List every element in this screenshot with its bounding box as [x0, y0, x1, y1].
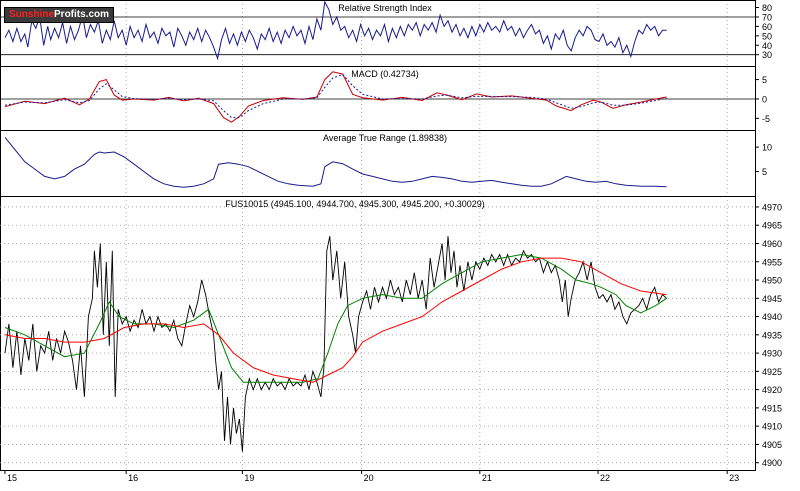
- logo-accent: Sunshine: [9, 9, 55, 20]
- y-tick-label: 4935: [762, 330, 782, 340]
- y-tick-label: -5: [762, 114, 770, 124]
- y-tick-label: 4900: [762, 458, 782, 468]
- x-tick-label: 21: [482, 473, 492, 483]
- y-tick-label: 4945: [762, 294, 782, 304]
- y-tick-label: 4925: [762, 367, 782, 377]
- y-tick-label: 30: [762, 50, 772, 60]
- x-tick-label: 20: [364, 473, 374, 483]
- macd-line: [4, 71, 667, 123]
- sunshine-profits-logo: SunshineProfits.com: [4, 7, 115, 23]
- macd-signal-line: [4, 73, 667, 119]
- logo-suffix: .com: [85, 9, 110, 20]
- y-tick-label: 4920: [762, 385, 782, 395]
- y-tick-label: 4970: [762, 202, 782, 212]
- x-tick-label: 23: [729, 473, 739, 483]
- y-tick-label: 60: [762, 22, 772, 32]
- atr-line: [4, 136, 667, 188]
- y-tick-label: 4940: [762, 312, 782, 322]
- price-line: [4, 236, 667, 452]
- slow-ma-line: [4, 257, 667, 383]
- rsi-line: [4, 0, 667, 61]
- panel-title: Relative Strength Index: [338, 3, 432, 13]
- y-tick-label: 70: [762, 12, 772, 22]
- y-tick-label: 0: [762, 94, 767, 104]
- x-tick-label: 16: [128, 473, 138, 483]
- y-tick-label: 5: [762, 75, 767, 85]
- y-tick-label: 4915: [762, 403, 782, 413]
- x-tick-label: 22: [600, 473, 610, 483]
- panel-title: MACD (0.42734): [351, 69, 419, 79]
- logo-rest: Profits: [54, 9, 86, 20]
- y-tick-label: 50: [762, 31, 772, 41]
- panel-title: FUS10015 (4945.100, 4944.700, 4945.300, …: [225, 199, 484, 209]
- y-tick-label: 4905: [762, 440, 782, 450]
- y-tick-label: 10: [762, 143, 772, 153]
- panel-frame: [0, 196, 756, 471]
- y-tick-label: 4910: [762, 422, 782, 432]
- y-tick-label: 4930: [762, 349, 782, 359]
- y-tick-label: 80: [762, 3, 772, 13]
- x-tick-label: 19: [244, 473, 254, 483]
- panel-title: Average True Range (1.89838): [323, 133, 447, 143]
- y-tick-label: 5: [762, 167, 767, 177]
- x-tick-label: 15: [7, 473, 17, 483]
- y-tick-label: 4965: [762, 221, 782, 231]
- fast-ma-line: [4, 253, 667, 383]
- y-tick-label: 4960: [762, 239, 782, 249]
- y-tick-label: 4955: [762, 257, 782, 267]
- y-tick-label: 40: [762, 41, 772, 51]
- y-tick-label: 4950: [762, 276, 782, 286]
